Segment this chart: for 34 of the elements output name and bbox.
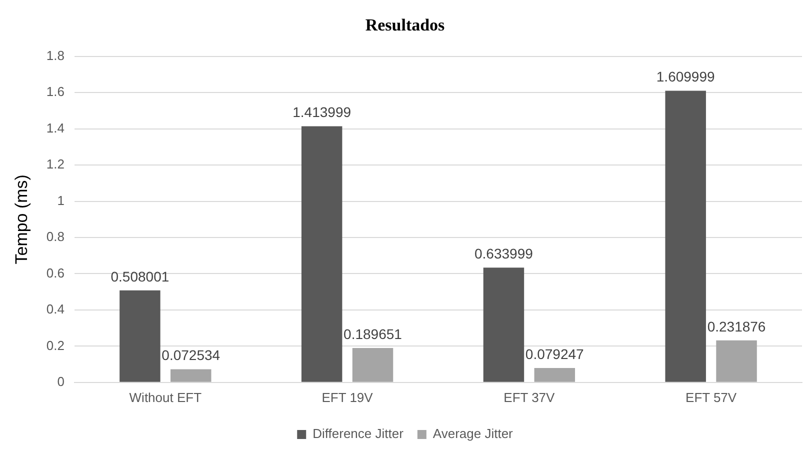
legend-label: Average Jitter xyxy=(432,426,514,442)
y-tick-label: 1.8 xyxy=(46,48,64,63)
y-tick-label: 1.2 xyxy=(46,156,64,172)
x-tick-label: EFT 19V xyxy=(322,390,374,405)
bar xyxy=(665,90,706,382)
data-label: 0.508001 xyxy=(110,268,170,284)
bar xyxy=(170,369,212,382)
y-tick-label: 1.6 xyxy=(46,84,64,100)
x-tick-label: Without EFT xyxy=(129,390,202,405)
bar xyxy=(483,268,524,382)
data-label: 1.609999 xyxy=(656,68,715,85)
y-tick-label: 0.4 xyxy=(46,302,64,317)
data-label: 0.072534 xyxy=(162,347,220,364)
bar xyxy=(716,340,757,382)
chart-title: Resultados xyxy=(365,16,446,35)
data-label: 0.633999 xyxy=(474,245,534,262)
y-tick-label: 0.8 xyxy=(46,229,64,244)
y-tick-label: 0.2 xyxy=(46,338,64,353)
y-tick-label: 1 xyxy=(57,192,64,208)
bar xyxy=(301,126,342,382)
y-tick-label: 0.6 xyxy=(46,265,64,280)
bar xyxy=(352,348,394,382)
data-label: 1.413999 xyxy=(292,104,352,120)
x-tick-label: EFT 37V xyxy=(504,390,556,405)
bar xyxy=(120,290,160,382)
y-tick-label: 0 xyxy=(57,374,64,389)
legend-label: Difference Jitter xyxy=(312,426,404,442)
y-axis-title: Tempo (ms) xyxy=(12,174,31,264)
y-tick-label: 1.4 xyxy=(46,120,64,136)
bar xyxy=(534,368,576,382)
data-label: 0.079247 xyxy=(525,346,584,362)
x-tick-label: EFT 57V xyxy=(686,390,737,405)
data-label: 0.189651 xyxy=(344,326,402,342)
data-label: 0.231876 xyxy=(707,318,766,334)
